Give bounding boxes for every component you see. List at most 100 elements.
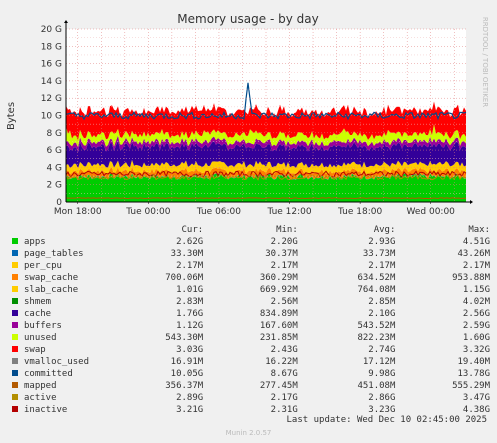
x-tick-label: Tue 18:00 [337, 207, 382, 217]
legend-swatch-shmem [12, 297, 18, 304]
y-tick-label: 6 G [46, 146, 62, 156]
legend-cur-slab_cache: 1.01G [176, 285, 204, 295]
y-tick-label: 20 G [41, 25, 62, 35]
last-update: Last update: Wed Dec 10 02:45:00 2025 [286, 415, 487, 425]
legend-header-avg: Avg: [373, 225, 396, 235]
legend-swatch-swap [12, 345, 18, 352]
legend-avg-swap: 2.74G [368, 345, 396, 355]
y-tick-label: 0 [56, 198, 62, 208]
legend-avg-buffers: 543.52M [357, 321, 396, 331]
y-tick-label: 4 G [46, 163, 62, 173]
legend-min-per_cpu: 2.17M [270, 261, 298, 271]
legend-header-cur: Cur: [181, 225, 204, 235]
area-cache [66, 140, 466, 169]
legend-min-apps: 2.20G [270, 237, 298, 247]
legend-min-shmem: 2.56M [270, 297, 298, 307]
legend-label-mapped: mapped [24, 381, 57, 391]
legend-label-slab_cache: slab_cache [24, 285, 79, 295]
legend-row-unused: unused 543.30M 231.85M 822.23M 1.60G [12, 332, 490, 344]
legend-max-active: 3.47G [462, 393, 490, 403]
legend-label-active: active [24, 393, 57, 403]
legend-label-page_tables: page_tables [24, 249, 84, 259]
legend-cur-cache: 1.76G [176, 309, 204, 319]
legend-label-inactive: inactive [24, 405, 68, 415]
line-committed [65, 82, 467, 121]
legend-label-committed: committed [24, 369, 73, 379]
legend-cur-buffers: 1.12G [176, 321, 204, 331]
legend-row-apps: apps 2.62G 2.20G 2.93G 4.51G [12, 236, 490, 248]
y-tick-label: 8 G [46, 129, 62, 139]
legend-min-cache: 834.89M [259, 309, 298, 319]
legend-swatch-swap_cache [12, 273, 18, 280]
legend-cur-active: 2.89G [176, 393, 204, 403]
legend-min-committed: 8.67G [270, 369, 298, 379]
legend-max-apps: 4.51G [462, 237, 490, 247]
legend-row-cache: cache 1.76G 834.89M 2.10G 2.56G [12, 308, 490, 320]
legend-avg-per_cpu: 2.17M [368, 261, 396, 271]
legend-swatch-per_cpu [12, 261, 18, 268]
legend-label-buffers: buffers [24, 321, 62, 331]
legend-min-slab_cache: 669.92M [259, 285, 298, 295]
legend-max-vmalloc_used: 19.40M [457, 357, 490, 367]
legend-avg-cache: 2.10G [368, 309, 396, 319]
legend-max-slab_cache: 1.15G [462, 285, 490, 295]
legend-row-mapped: mapped 356.37M 277.45M 451.08M 555.29M [12, 380, 490, 392]
legend-swatch-vmalloc_used [12, 357, 18, 364]
legend-cur-mapped: 356.37M [165, 381, 204, 391]
legend-max-page_tables: 43.26M [457, 249, 490, 259]
chart-title: Memory usage - by day [177, 12, 318, 26]
legend-avg-swap_cache: 634.52M [357, 273, 396, 283]
legend-max-buffers: 2.59G [462, 321, 490, 331]
legend-row-shmem: shmem 2.83M 2.56M 2.85M 4.02M [12, 296, 490, 308]
x-tick-label: Tue 00:00 [125, 207, 170, 217]
munin-version: Munin 2.0.57 [225, 429, 272, 437]
legend-max-committed: 13.78G [457, 369, 490, 379]
legend-cur-swap_cache: 700.06M [165, 273, 204, 283]
legend-row-active: active 2.89G 2.17G 2.86G 3.47G [12, 392, 490, 404]
legend-max-per_cpu: 2.17M [462, 261, 490, 271]
legend-cur-vmalloc_used: 16.91M [170, 357, 204, 367]
y-tick-label: 14 G [41, 77, 62, 87]
legend-max-mapped: 555.29M [452, 381, 490, 391]
legend-label-vmalloc_used: vmalloc_used [24, 357, 90, 367]
y-tick-label: 10 G [41, 112, 62, 122]
legend-avg-slab_cache: 764.08M [357, 285, 396, 295]
x-tick-label: Mon 18:00 [54, 207, 102, 217]
legend-label-swap: swap [24, 345, 46, 355]
x-tick-label: Tue 06:00 [196, 207, 241, 217]
legend-min-unused: 231.85M [259, 333, 298, 343]
legend-header-max: Max: [468, 225, 490, 235]
legend-swatch-cache [12, 309, 18, 316]
legend-swatch-page_tables [12, 249, 18, 256]
y-axis-arrow [64, 20, 68, 23]
legend-cur-page_tables: 33.30M [170, 249, 204, 259]
y-axis-label: Bytes [6, 102, 17, 130]
legend-row-slab_cache: slab_cache 1.01G 669.92M 764.08M 1.15G [12, 284, 490, 296]
legend-row-page_tables: page_tables 33.30M 30.37M 33.73M 43.26M [12, 248, 490, 260]
legend-swatch-mapped [12, 381, 18, 388]
legend-header-min: Min: [276, 225, 298, 235]
y-tick-label: 18 G [41, 42, 62, 52]
legend-avg-page_tables: 33.73M [362, 249, 396, 259]
line-active [65, 173, 467, 181]
legend-row-committed: committed 10.05G 8.67G 9.98G 13.78G [12, 368, 490, 380]
y-tick-label: 2 G [46, 181, 62, 191]
legend-min-swap: 2.43G [270, 345, 298, 355]
legend-row-swap_cache: swap_cache 700.06M 360.29M 634.52M 953.88M [12, 272, 490, 284]
legend-row-buffers: buffers 1.12G 167.60M 543.52M 2.59G [12, 320, 490, 332]
legend-swatch-committed [12, 369, 18, 376]
legend-avg-inactive: 3.23G [368, 405, 396, 415]
legend-min-buffers: 167.60M [259, 321, 298, 331]
legend-min-vmalloc_used: 16.22M [265, 357, 298, 367]
area-page_tables [66, 173, 466, 180]
legend-avg-shmem: 2.85M [368, 297, 396, 307]
legend-swatch-unused [12, 333, 18, 340]
legend-label-unused: unused [24, 333, 57, 343]
legend-swatch-buffers [12, 321, 18, 328]
legend-swatch-slab_cache [12, 285, 18, 292]
legend-min-page_tables: 30.37M [265, 249, 298, 259]
y-tick-label: 16 G [41, 60, 62, 70]
legend-max-unused: 1.60G [462, 333, 490, 343]
legend-cur-per_cpu: 2.17M [176, 261, 204, 271]
legend-avg-apps: 2.93G [368, 237, 396, 247]
